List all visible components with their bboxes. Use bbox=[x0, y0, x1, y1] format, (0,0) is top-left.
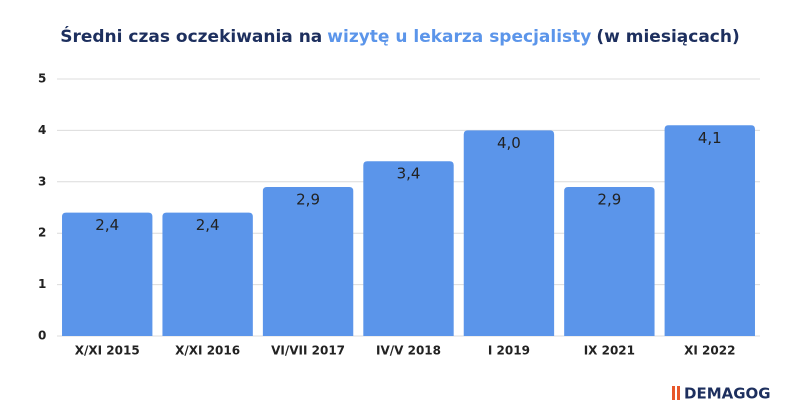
value-label: 4,1 bbox=[698, 129, 722, 147]
y-tick-label: 2 bbox=[38, 226, 46, 240]
value-label: 2,9 bbox=[296, 190, 320, 208]
title-part: wizytę u lekarza specjalisty bbox=[327, 27, 591, 47]
value-label: 2,4 bbox=[196, 216, 220, 234]
y-tick-label: 4 bbox=[38, 123, 46, 137]
logo-text: DEMAGOG bbox=[684, 385, 771, 403]
bar bbox=[262, 186, 354, 336]
x-tick-label: IV/V 2018 bbox=[376, 344, 441, 358]
logo-mark bbox=[672, 386, 675, 400]
x-tick-label: X/XI 2015 bbox=[75, 344, 140, 358]
x-tick-label: XI 2022 bbox=[684, 344, 735, 358]
y-tick-label: 5 bbox=[38, 72, 46, 86]
x-tick-label: VI/VII 2017 bbox=[271, 344, 345, 358]
bar bbox=[463, 130, 555, 336]
title-part: Średni czas oczekiwania na bbox=[60, 25, 322, 47]
value-label: 2,9 bbox=[597, 190, 621, 208]
chart-title: Średni czas oczekiwania na wizytę u lekar… bbox=[60, 25, 740, 47]
y-tick-label: 1 bbox=[38, 277, 46, 291]
bar bbox=[62, 212, 153, 336]
title-part: (w miesiącach) bbox=[596, 27, 739, 47]
bar bbox=[162, 212, 253, 336]
value-label: 3,4 bbox=[397, 165, 421, 183]
value-label: 4,0 bbox=[497, 134, 521, 152]
y-tick-label: 3 bbox=[38, 174, 46, 188]
logo: DEMAGOG bbox=[672, 385, 771, 403]
bar bbox=[564, 186, 655, 336]
x-tick-label: I 2019 bbox=[488, 344, 530, 358]
value-label: 2,4 bbox=[95, 216, 119, 234]
bar bbox=[664, 125, 755, 336]
x-tick-label: IX 2021 bbox=[584, 344, 635, 358]
bar bbox=[363, 161, 454, 336]
logo-mark bbox=[677, 386, 680, 400]
x-tick-label: X/XI 2016 bbox=[175, 344, 240, 358]
y-tick-label: 0 bbox=[38, 329, 46, 343]
